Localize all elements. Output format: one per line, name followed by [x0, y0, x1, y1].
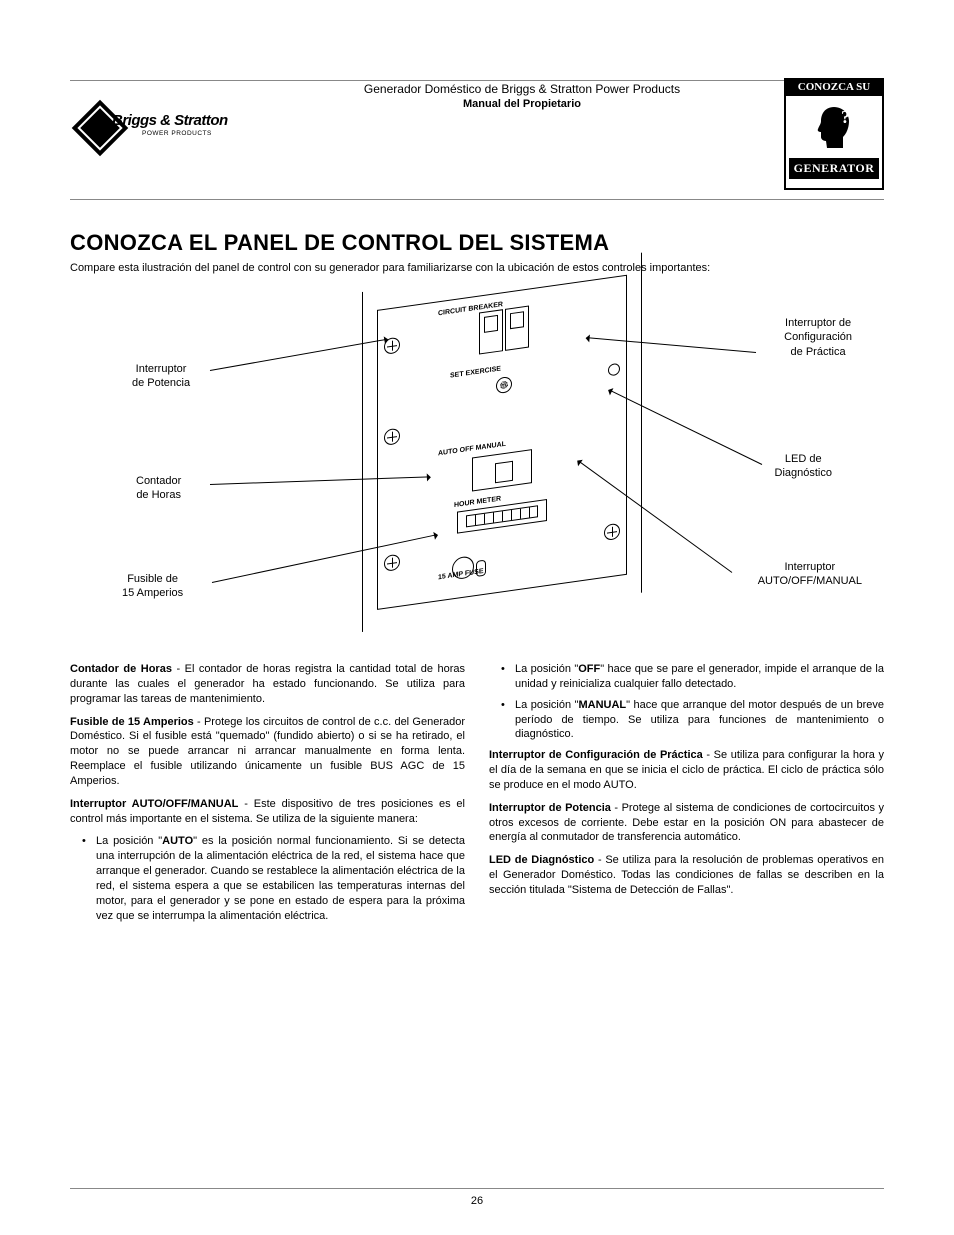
bullet-text: La posición "AUTO" es la posición normal…: [96, 834, 465, 923]
screw-icon: [384, 428, 400, 446]
para-config: Interruptor de Configuración de Práctica…: [489, 748, 884, 793]
term: Interruptor AUTO/OFF/MANUAL: [70, 798, 238, 810]
badge-head-icon: ?: [786, 96, 882, 158]
fuse-holder-icon: [452, 555, 474, 580]
bullet-auto: • La posición "AUTO" es la posición norm…: [70, 834, 465, 923]
callout-config-practica: Interruptor de Configuración de Práctica: [784, 316, 852, 359]
para-led: LED de Diagnóstico - Se utiliza para la …: [489, 853, 884, 898]
term: Interruptor de Configuración de Práctica: [489, 749, 703, 761]
control-panel-diagram: CIRCUIT BREAKER SET EXERCISE AU: [92, 292, 862, 632]
know-your-generator-badge: CONOZCA SU ? GENERATOR: [784, 78, 884, 190]
bullet-text: La posición "OFF" hace que se pare el ge…: [515, 662, 884, 692]
page-header: Briggs & Stratton POWER PRODUCTS Generad…: [70, 80, 884, 200]
bullet-mark-icon: •: [501, 662, 515, 692]
arrow-icon: [210, 339, 387, 371]
callout-contador-horas: Contador de Horas: [136, 474, 181, 503]
breaker-2-icon: [505, 306, 529, 351]
brand-subline: POWER PRODUCTS: [142, 130, 212, 137]
right-column: • La posición "OFF" hace que se pare el …: [489, 662, 884, 930]
head-silhouette-icon: ?: [813, 103, 855, 151]
diagnostic-led-icon: [608, 363, 620, 377]
para-contador: Contador de Horas - El contador de horas…: [70, 662, 465, 707]
term: Interruptor de Potencia: [489, 802, 611, 814]
page-title: CONOZCA EL PANEL DE CONTROL DEL SISTEMA: [70, 230, 884, 256]
fuse-icon: [476, 560, 486, 577]
callout-switch-aom: Interruptor AUTO/OFF/MANUAL: [758, 560, 862, 589]
svg-text:?: ?: [841, 107, 850, 127]
term: Contador de Horas: [70, 663, 172, 675]
term: LED de Diagnóstico: [489, 854, 594, 866]
auto-off-manual-switch-icon: [472, 449, 532, 491]
header-title: Generador Doméstico de Briggs & Stratton…: [270, 82, 774, 96]
badge-top-text: CONOZCA SU: [786, 80, 882, 96]
callout-text: Interruptor de Configuración de Práctica: [784, 317, 852, 358]
para-potencia: Interruptor de Potencia - Protege al sis…: [489, 801, 884, 846]
bullet-manual: • La posición "MANUAL" hace que arranque…: [489, 698, 884, 743]
callout-text: Fusible de 15 Amperios: [122, 573, 183, 599]
term: Fusible de 15 Amperios: [70, 716, 194, 728]
breaker-1-icon: [479, 309, 503, 354]
callout-text: Interruptor AUTO/OFF/MANUAL: [758, 561, 862, 587]
header-subtitle: Manual del Propietario: [270, 98, 774, 110]
callout-text: Interruptor de Potencia: [132, 363, 190, 389]
panel-inner: CIRCUIT BREAKER SET EXERCISE AU: [377, 275, 627, 610]
set-exercise-dial-icon: [496, 376, 512, 394]
callout-fusible-15: Fusible de 15 Amperios: [122, 572, 183, 601]
callout-led: LED de Diagnóstico: [775, 452, 832, 481]
callout-text: Contador de Horas: [136, 475, 181, 501]
brand-logo: Briggs & Stratton POWER PRODUCTS: [80, 98, 240, 158]
panel-outline: CIRCUIT BREAKER SET EXERCISE AU: [362, 253, 642, 632]
bullet-text: La posición "MANUAL" hace que arranque d…: [515, 698, 884, 743]
bullet-off: • La posición "OFF" hace que se pare el …: [489, 662, 884, 692]
breaker-group: [479, 306, 529, 355]
callout-text: LED de Diagnóstico: [775, 453, 832, 479]
para-fusible: Fusible de 15 Amperios - Protege los cir…: [70, 715, 465, 789]
bullet-mark-icon: •: [501, 698, 515, 743]
header-rule: [70, 80, 784, 81]
badge-bottom-text: GENERATOR: [789, 158, 879, 179]
body-columns: Contador de Horas - El contador de horas…: [70, 662, 884, 930]
intro-text: Compare esta ilustración del panel de co…: [70, 262, 884, 274]
fuse-group: [452, 554, 486, 581]
callout-interruptor-potencia: Interruptor de Potencia: [132, 362, 190, 391]
para-aom: Interruptor AUTO/OFF/MANUAL - Este dispo…: [70, 797, 465, 827]
page-number: 26: [70, 1188, 884, 1207]
left-column: Contador de Horas - El contador de horas…: [70, 662, 465, 930]
brand-name: Briggs & Stratton: [112, 112, 228, 129]
bullet-mark-icon: •: [82, 834, 96, 923]
